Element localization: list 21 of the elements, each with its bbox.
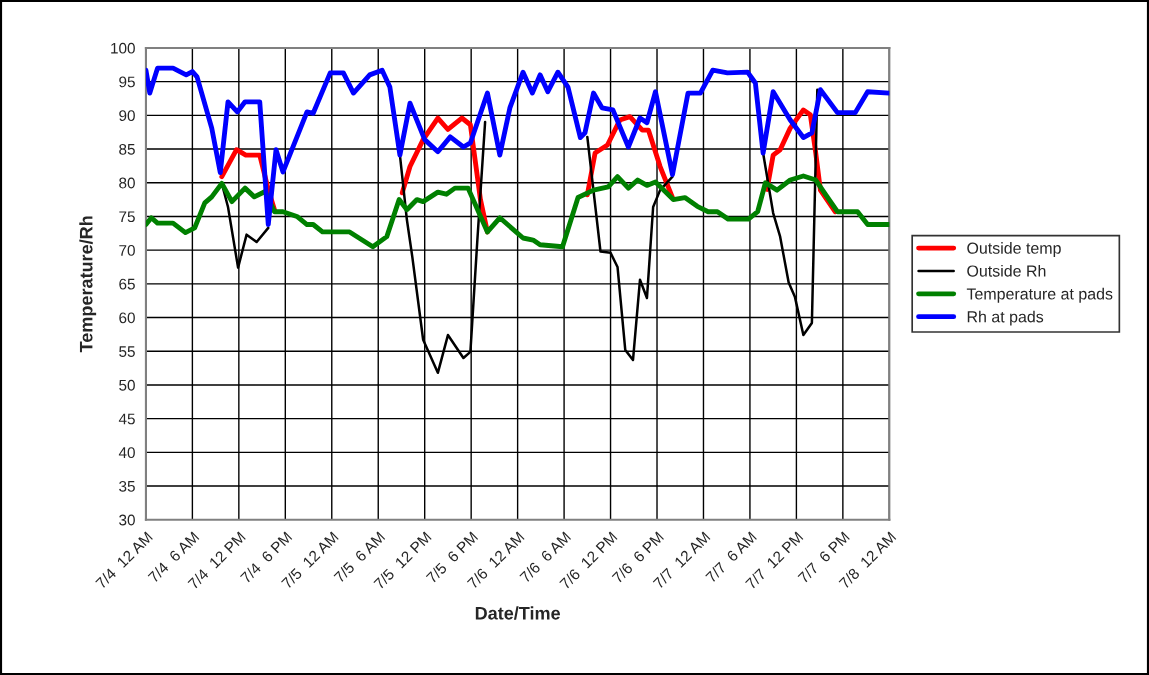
y-tick-label: 90 bbox=[119, 110, 135, 122]
x-axis-title: Date/Time bbox=[475, 606, 560, 620]
y-tick-label: 65 bbox=[119, 278, 135, 290]
y-tick-label: 45 bbox=[118, 413, 135, 425]
legend-label: Rh at pads bbox=[967, 310, 1044, 326]
y-tick-label: 50 bbox=[119, 379, 135, 391]
y-tick-label: 80 bbox=[119, 177, 135, 189]
y-tick-label: 55 bbox=[119, 346, 135, 357]
y-axis-title: Temperature/Rh bbox=[79, 216, 97, 353]
y-tick-label: 75 bbox=[119, 211, 135, 223]
y-tick-label: 85 bbox=[119, 143, 135, 155]
y-tick-label: 60 bbox=[119, 312, 135, 324]
legend-label: Temperature at pads bbox=[966, 287, 1113, 303]
y-tick-label: 35 bbox=[119, 480, 135, 492]
legend-label: Outside temp bbox=[967, 242, 1061, 257]
y-tick-label: 95 bbox=[119, 76, 135, 88]
y-tick-label: 100 bbox=[111, 42, 135, 54]
legend-label: Outside Rh bbox=[967, 264, 1046, 277]
y-tick-label: 70 bbox=[119, 245, 135, 256]
y-tick-label: 30 bbox=[119, 514, 135, 526]
y-tick-label: 40 bbox=[118, 447, 135, 459]
